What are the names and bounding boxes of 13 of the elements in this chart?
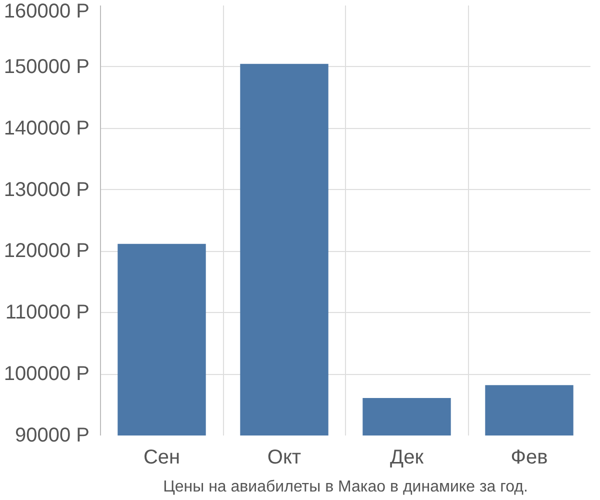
text: Цены на авиабилеты в Макао в динамике за год. [163,478,528,496]
x-tick-label: Дек [390,446,424,468]
y-tick-label: 130000 Р [4,178,90,201]
x-tick-label: Окт [267,446,302,468]
y-tick-label: 90000 Р [14,424,90,446]
x-tick-label: Сен [143,446,180,468]
y-tick-label: 160000 Р [4,0,90,22]
y-tick-label: 140000 Р [4,117,90,140]
y-tick-label: 110000 Р [5,302,90,324]
x-tick-label: Фев [510,446,548,468]
y-tick-label: 100000 Р [4,363,90,386]
y-tick-label: 120000 Р [4,240,90,262]
y-tick-label: 150000 Р [4,56,90,78]
